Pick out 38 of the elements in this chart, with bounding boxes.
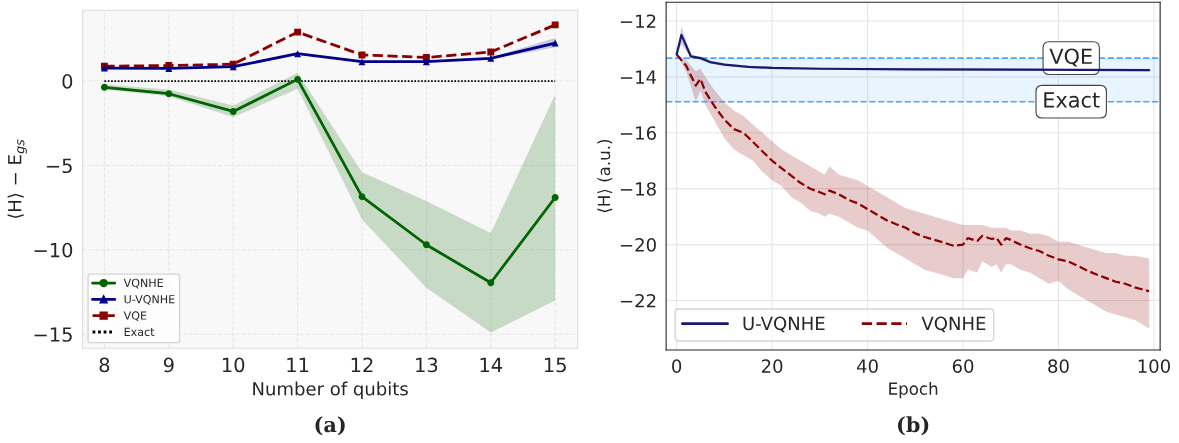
x-tick-label: 13 [416,357,438,373]
legend-label: U-VQNHE [743,316,825,333]
x-axis-title: Number of qubits [253,381,408,400]
x-tick-label: 40 [856,359,878,373]
y-tick-label: −5 [46,158,72,174]
x-tick-label: 8 [99,357,110,373]
x-tick-label: 15 [544,357,566,373]
text: (a) [315,416,345,436]
y-tick-label: −16 [620,126,656,140]
y-tick-label: 0 [62,74,73,89]
y-tick-label: −14 [620,70,657,84]
x-tick-label: 60 [952,359,974,373]
y-tick-label: −20 [620,238,656,252]
legend-label: VQE [123,311,147,322]
ref-line-label: Exact [1044,92,1100,108]
y-tick-label: −18 [620,182,656,196]
x-tick-label: 11 [287,357,309,372]
x-tick-label: 80 [1048,359,1069,373]
y-tick-label: −12 [620,14,656,28]
x-tick-label: 9 [163,357,174,373]
y-tick-label: −10 [34,242,73,258]
ref-line-label: VQE [1049,48,1092,67]
x-tick-label: 12 [351,357,373,372]
x-tick-label: 0 [672,359,682,373]
legend-label: U-VQNHE [124,295,175,305]
x-tick-label: 10 [222,357,245,373]
y-tick-label: −22 [620,293,656,308]
x-tick-label: 100 [1138,359,1170,373]
legend-label: VQNHE [921,316,986,333]
text: (b) [897,416,929,436]
legend-label: Exact [124,327,155,337]
legend-label: VQNHE [123,278,163,289]
x-axis-title: Epoch [889,382,938,399]
y-axis-title: ⟨H⟩ − E$_{gs}$ [7,139,27,219]
y-axis-title: ⟨H⟩ (a.u.) [597,139,613,213]
y-tick-label: −15 [34,327,72,342]
x-tick-label: 20 [761,359,783,373]
x-tick-label: 14 [480,357,503,372]
